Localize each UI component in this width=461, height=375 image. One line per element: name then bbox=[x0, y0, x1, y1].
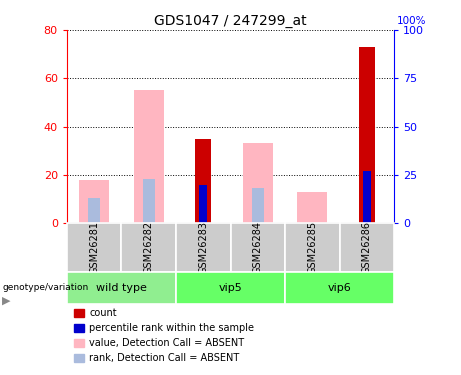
Bar bbox=[67, 272, 176, 304]
Text: GSM26283: GSM26283 bbox=[198, 221, 208, 274]
Bar bbox=[195, 139, 212, 223]
Title: GDS1047 / 247299_at: GDS1047 / 247299_at bbox=[154, 13, 307, 28]
Text: GSM26286: GSM26286 bbox=[362, 221, 372, 274]
Bar bbox=[243, 144, 273, 223]
Bar bbox=[200, 184, 207, 223]
Bar bbox=[67, 223, 121, 272]
Text: value, Detection Call = ABSENT: value, Detection Call = ABSENT bbox=[89, 338, 244, 348]
Text: rank, Detection Call = ABSENT: rank, Detection Call = ABSENT bbox=[89, 353, 240, 363]
Bar bbox=[88, 198, 100, 223]
Text: genotype/variation: genotype/variation bbox=[2, 284, 89, 292]
Bar bbox=[252, 188, 264, 223]
Bar bbox=[121, 223, 176, 272]
Bar bbox=[79, 180, 109, 223]
Bar bbox=[285, 223, 340, 272]
Text: GSM26281: GSM26281 bbox=[89, 221, 99, 274]
Text: count: count bbox=[89, 308, 117, 318]
Text: vip5: vip5 bbox=[219, 283, 242, 293]
Bar bbox=[297, 192, 327, 223]
Bar bbox=[176, 272, 285, 304]
Text: vip6: vip6 bbox=[328, 283, 351, 293]
Bar bbox=[176, 223, 230, 272]
Bar bbox=[340, 223, 394, 272]
Text: percentile rank within the sample: percentile rank within the sample bbox=[89, 323, 254, 333]
Text: ▶: ▶ bbox=[2, 296, 11, 306]
Bar bbox=[359, 47, 375, 223]
Bar bbox=[230, 223, 285, 272]
Bar bbox=[142, 179, 155, 223]
Bar bbox=[363, 171, 371, 223]
Bar bbox=[285, 272, 394, 304]
Text: 100%: 100% bbox=[396, 15, 426, 26]
Text: GSM26282: GSM26282 bbox=[144, 221, 154, 274]
Text: GSM26284: GSM26284 bbox=[253, 221, 263, 274]
Text: wild type: wild type bbox=[96, 283, 147, 293]
Bar bbox=[134, 90, 164, 223]
Text: GSM26285: GSM26285 bbox=[307, 221, 317, 274]
